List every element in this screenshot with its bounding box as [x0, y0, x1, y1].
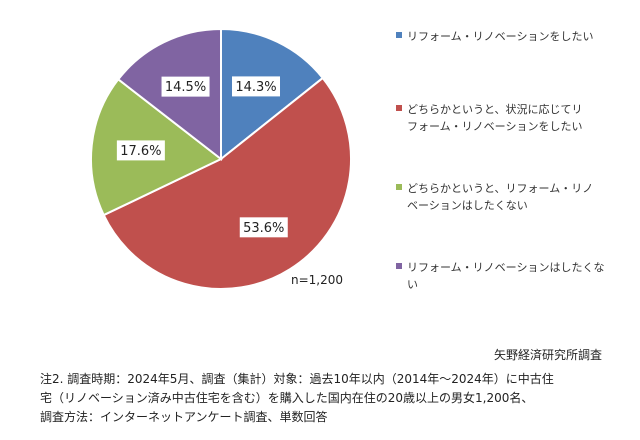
legend-label-line: ベーションはしたくない [407, 199, 528, 212]
sample-size-label: n=1,200 [291, 273, 344, 287]
survey-note: 注2. 調査時期：2024年5月、調査（集計）対象：過去10年以内（2014年～… [40, 370, 620, 427]
data-label-text: 14.3% [235, 80, 276, 95]
data-label: 14.5% [161, 76, 210, 97]
note-line: 注2. 調査時期：2024年5月、調査（集計）対象：過去10年以内（2014年～… [40, 372, 554, 386]
data-label-text: 17.6% [120, 144, 161, 159]
data-label: 14.3% [232, 76, 281, 97]
legend-label-line: フォーム・リノベーションをしたい [407, 120, 583, 133]
note-line: 調査方法：インターネットアンケート調査、単数回答 [40, 410, 328, 424]
legend-item-somewhat-want: どちらかというと、状況に応じてリ フォーム・リノベーションをしたい [396, 101, 632, 135]
legend-label-line: リフォーム・リノベーションはしたくな [407, 261, 605, 274]
legend-swatch [396, 184, 402, 190]
legend-item-want: リフォーム・リノベーションをしたい [396, 28, 632, 45]
data-label: 53.6% [239, 217, 288, 238]
data-label: 17.6% [116, 140, 165, 161]
legend-label: リフォーム・リノベーションはしたくな い [407, 259, 604, 293]
legend-label: どちらかというと、状況に応じてリ フォーム・リノベーションをしたい [407, 101, 583, 135]
legend-swatch [396, 263, 402, 269]
legend-label: どちらかというと、リフォーム・リノ ベーションはしたくない [407, 180, 593, 214]
data-label-text: 53.6% [243, 221, 284, 236]
source-label: 矢野経済研究所調査 [493, 348, 602, 362]
legend-label: リフォーム・リノベーションをしたい [407, 28, 593, 45]
slice-somewhat-want [102, 76, 352, 290]
data-label-box [161, 76, 210, 97]
legend-label-line: どちらかというと、状況に応じてリ [407, 103, 583, 116]
data-label-box [232, 76, 281, 97]
data-label-box [116, 140, 165, 161]
legend-label-line: どちらかというと、リフォーム・リノ [407, 182, 594, 195]
legend-item-somewhat-not-want: どちらかというと、リフォーム・リノ ベーションはしたくない [396, 180, 632, 214]
data-label-box [239, 217, 288, 238]
legend-swatch [396, 32, 402, 38]
note-line: 宅（リノベーション済み中古住宅を含む）を購入した国内在住の20歳以上の男女1,2… [40, 391, 534, 405]
legend-label-line: い [407, 278, 418, 291]
legend-label-line: リフォーム・リノベーションをしたい [407, 30, 594, 43]
legend-swatch [396, 105, 402, 111]
legend-item-not-want: リフォーム・リノベーションはしたくな い [396, 259, 632, 293]
data-label-text: 14.5% [165, 80, 206, 95]
